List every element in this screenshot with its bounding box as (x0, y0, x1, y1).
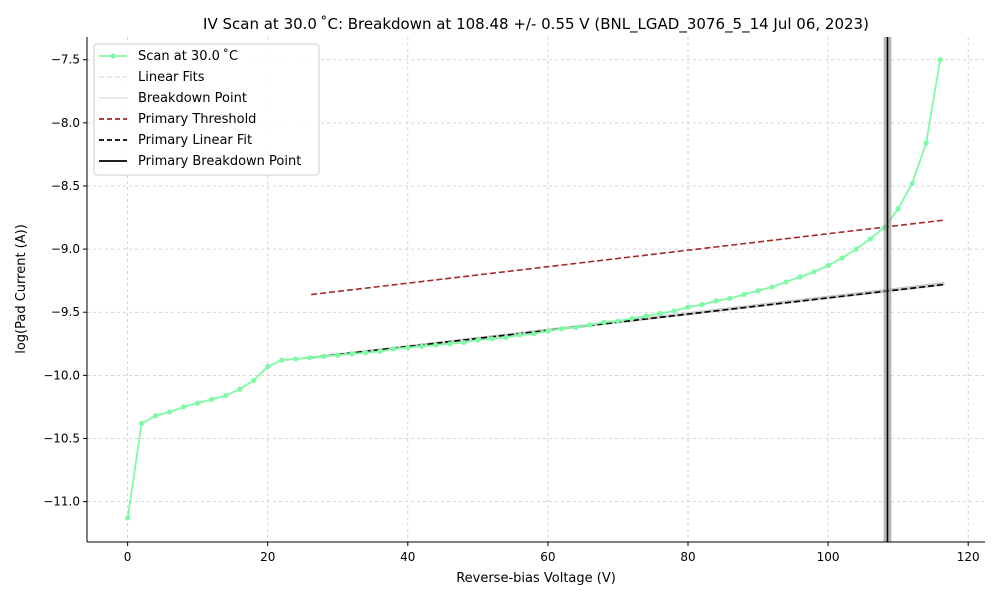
primary-linear-fit-line (311, 283, 945, 359)
scan-point (419, 343, 425, 349)
legend-box (93, 43, 320, 176)
scan-point (867, 236, 873, 242)
legend-marker (110, 53, 116, 59)
legend-label: Primary Linear Fit (138, 133, 252, 148)
scan-series (125, 57, 943, 521)
y-tick-label: −10.5 (43, 431, 80, 445)
scan-point (209, 396, 215, 402)
y-tick-label: −8.0 (51, 116, 80, 130)
scan-point (461, 339, 467, 346)
scan-point (909, 180, 915, 187)
legend-label: Linear Fits (138, 70, 205, 85)
scan-point (559, 326, 565, 332)
legend-label: Scan at 30.0 ˚C (138, 48, 238, 64)
x-tick-label: 100 (817, 550, 840, 564)
scan-point (727, 295, 733, 301)
y-tick-label: −8.5 (51, 179, 80, 193)
scan-point (853, 246, 859, 252)
threshold-line (311, 219, 945, 296)
legend-label: Breakdown Point (138, 91, 247, 106)
scan-point (755, 288, 761, 294)
scan-point (153, 413, 159, 419)
scan-point (405, 344, 411, 351)
scan-point (713, 298, 719, 304)
scan-point (643, 313, 649, 319)
scan-point (797, 274, 803, 280)
scan-point (251, 377, 257, 383)
scan-point (167, 409, 173, 415)
scan-point (937, 57, 943, 63)
scan-point (363, 350, 369, 356)
scan-point (181, 404, 187, 410)
x-tick-label: 120 (957, 550, 980, 564)
y-tick-label: −11.0 (43, 495, 80, 509)
scan-point (125, 515, 131, 521)
y-tick-label: −10.0 (43, 368, 80, 382)
scan-point (769, 284, 775, 290)
y-axis-ticks: −11.0 −10.5 −10.0 −9.5 −9.0 −8.5 −8.0 −7.5 (43, 53, 87, 509)
scan-point (335, 352, 341, 358)
legend: Scan at 30.0 ˚C Linear Fits Breakdown Poin… (93, 43, 320, 176)
scan-point (391, 346, 397, 352)
scan-point (489, 336, 495, 342)
x-tick-label: 0 (124, 550, 132, 564)
scan-point (657, 310, 663, 317)
scan-point (307, 355, 313, 361)
scan-point (895, 206, 901, 212)
scan-point (699, 302, 705, 308)
scan-point (349, 351, 355, 357)
scan-point (503, 334, 509, 341)
scan-point (475, 337, 481, 343)
legend-label: Primary Threshold (138, 112, 256, 127)
legend-label: Primary Breakdown Point (138, 154, 301, 169)
scan-point (237, 386, 243, 392)
scan-point (195, 400, 201, 406)
y-axis-label: log(Pad Current (A)) (14, 224, 29, 354)
scan-point (601, 319, 607, 325)
scan-point (615, 318, 621, 324)
scan-point (279, 357, 285, 363)
scan-point (139, 420, 145, 426)
scan-point (433, 342, 439, 348)
x-tick-label: 60 (540, 550, 555, 564)
y-tick-label: −7.5 (51, 53, 80, 67)
x-tick-label: 40 (400, 550, 415, 564)
axes (86, 37, 985, 543)
scan-point (671, 308, 677, 314)
scan-point (573, 324, 579, 330)
x-axis-ticks: 0 20 40 60 80 100 120 (124, 542, 980, 564)
scan-point (811, 269, 817, 275)
scan-point (265, 363, 271, 370)
scan-point (685, 304, 691, 310)
y-tick-label: −9.5 (51, 305, 80, 319)
scan-point (377, 348, 383, 354)
scan-point (741, 291, 747, 298)
y-tick-label: −9.0 (51, 242, 80, 256)
scan-point (825, 262, 831, 269)
primary-threshold-line (311, 219, 945, 296)
scan-point (587, 322, 593, 328)
scan-point (321, 353, 327, 360)
x-axis-label: Reverse-bias Voltage (V) (456, 571, 616, 586)
scan-point (923, 140, 929, 146)
chart-title: IV Scan at 30.0 ˚C: Breakdown at 108.48 … (203, 15, 869, 34)
scan-point (223, 392, 229, 399)
primary-fit-line (311, 283, 945, 359)
scan-point (293, 356, 299, 362)
x-tick-label: 20 (260, 550, 275, 564)
primary-breakdown-line (883, 37, 892, 542)
scan-point (545, 328, 551, 334)
scan-point (517, 332, 523, 338)
scan-point (629, 315, 635, 322)
x-tick-label: 80 (680, 550, 695, 564)
scan-point (839, 255, 845, 261)
scan-point (783, 279, 789, 285)
scan-point (447, 341, 453, 347)
scan-point (531, 331, 537, 337)
